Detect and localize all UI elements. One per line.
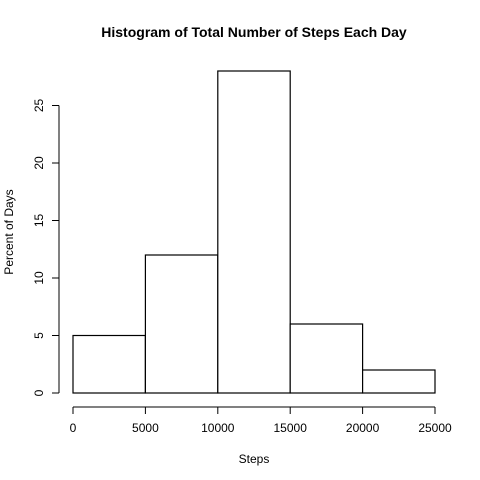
histogram-bar-1 xyxy=(145,255,217,393)
y-tick-label: 20 xyxy=(32,156,46,170)
x-tick-label: 10000 xyxy=(201,421,235,435)
x-axis-label: Steps xyxy=(239,452,270,466)
x-tick-label: 15000 xyxy=(274,421,308,435)
y-tick-label: 0 xyxy=(32,389,46,396)
histogram-bar-3 xyxy=(290,324,362,393)
x-tick-label: 25000 xyxy=(418,421,452,435)
y-axis-label: Percent of Days xyxy=(2,189,16,274)
bars-group xyxy=(73,71,435,393)
histogram-bar-0 xyxy=(73,336,145,394)
y-tick-label: 10 xyxy=(32,271,46,285)
x-tick-label: 5000 xyxy=(132,421,159,435)
histogram-bar-4 xyxy=(363,370,435,393)
y-axis: 0 5 10 15 20 25 xyxy=(32,99,59,397)
chart-title: Histogram of Total Number of Steps Each … xyxy=(101,24,407,40)
x-tick-label: 20000 xyxy=(346,421,380,435)
histogram-bar-2 xyxy=(218,71,290,393)
x-tick-label: 0 xyxy=(70,421,77,435)
y-tick-label: 5 xyxy=(32,332,46,339)
y-tick-label: 15 xyxy=(32,214,46,228)
y-tick-label: 25 xyxy=(32,99,46,113)
x-axis: 0 5000 10000 15000 20000 25000 xyxy=(70,407,452,435)
